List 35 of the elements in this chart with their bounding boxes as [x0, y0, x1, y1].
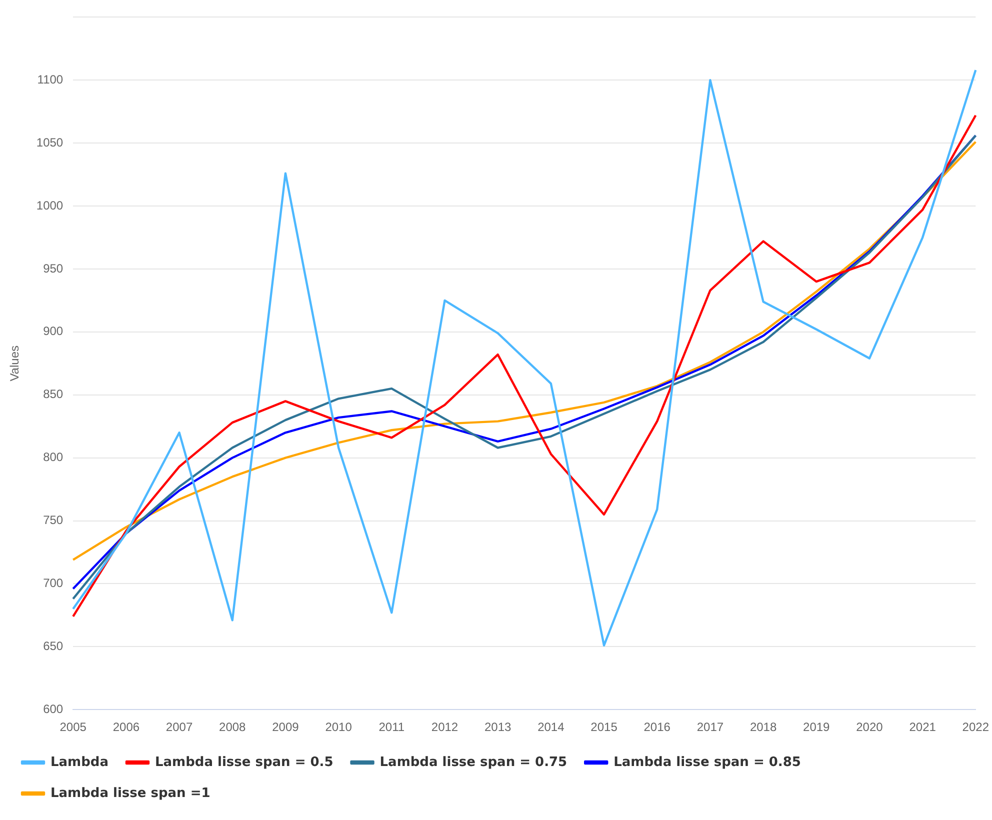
x-tick-label: 2011: [378, 720, 405, 734]
y-tick-label: 1050: [36, 135, 64, 150]
y-axis-title: Values: [8, 345, 22, 382]
y-tick-label: 1000: [36, 198, 64, 212]
x-tick-label: 2008: [219, 720, 246, 734]
x-tick-label: 2017: [696, 720, 724, 734]
x-tick-label: 2020: [856, 720, 884, 734]
legend-label: Lambda: [50, 754, 108, 770]
y-tick-label: 600: [43, 702, 64, 716]
x-tick-label: 2021: [909, 720, 936, 734]
x-tick-label: 2009: [272, 720, 300, 734]
y-tick-label: 850: [43, 387, 64, 402]
x-tick-label: 2006: [112, 720, 140, 734]
y-tick-label: 800: [43, 450, 64, 464]
legend-label: Lambda lisse span =1: [50, 786, 210, 801]
x-tick-label: 2019: [803, 720, 830, 734]
x-tick-label: 2010: [325, 720, 352, 734]
y-tick-label: 950: [43, 261, 64, 276]
x-tick-label: 2018: [750, 720, 777, 734]
x-tick-label: 2015: [590, 720, 618, 734]
x-tick-label: 2012: [431, 720, 458, 734]
x-tick-label: 2016: [644, 720, 671, 734]
x-tick-label: 2005: [60, 720, 87, 734]
y-tick-label: 750: [43, 513, 64, 528]
x-tick-label: 2022: [962, 720, 990, 734]
x-tick-label: 2007: [166, 720, 193, 734]
legend-label: Lambda lisse span = 0.85: [614, 754, 801, 770]
y-tick-label: 650: [43, 638, 64, 653]
legend-label: Lambda lisse span = 0.75: [380, 754, 568, 770]
y-tick-label: 700: [43, 576, 64, 590]
x-tick-label: 2014: [538, 720, 565, 734]
x-tick-label: 2013: [484, 720, 512, 734]
y-tick-label: 900: [43, 324, 64, 338]
legend-label: Lambda lisse span = 0.5: [154, 754, 334, 770]
y-tick-label: 1100: [37, 72, 64, 86]
